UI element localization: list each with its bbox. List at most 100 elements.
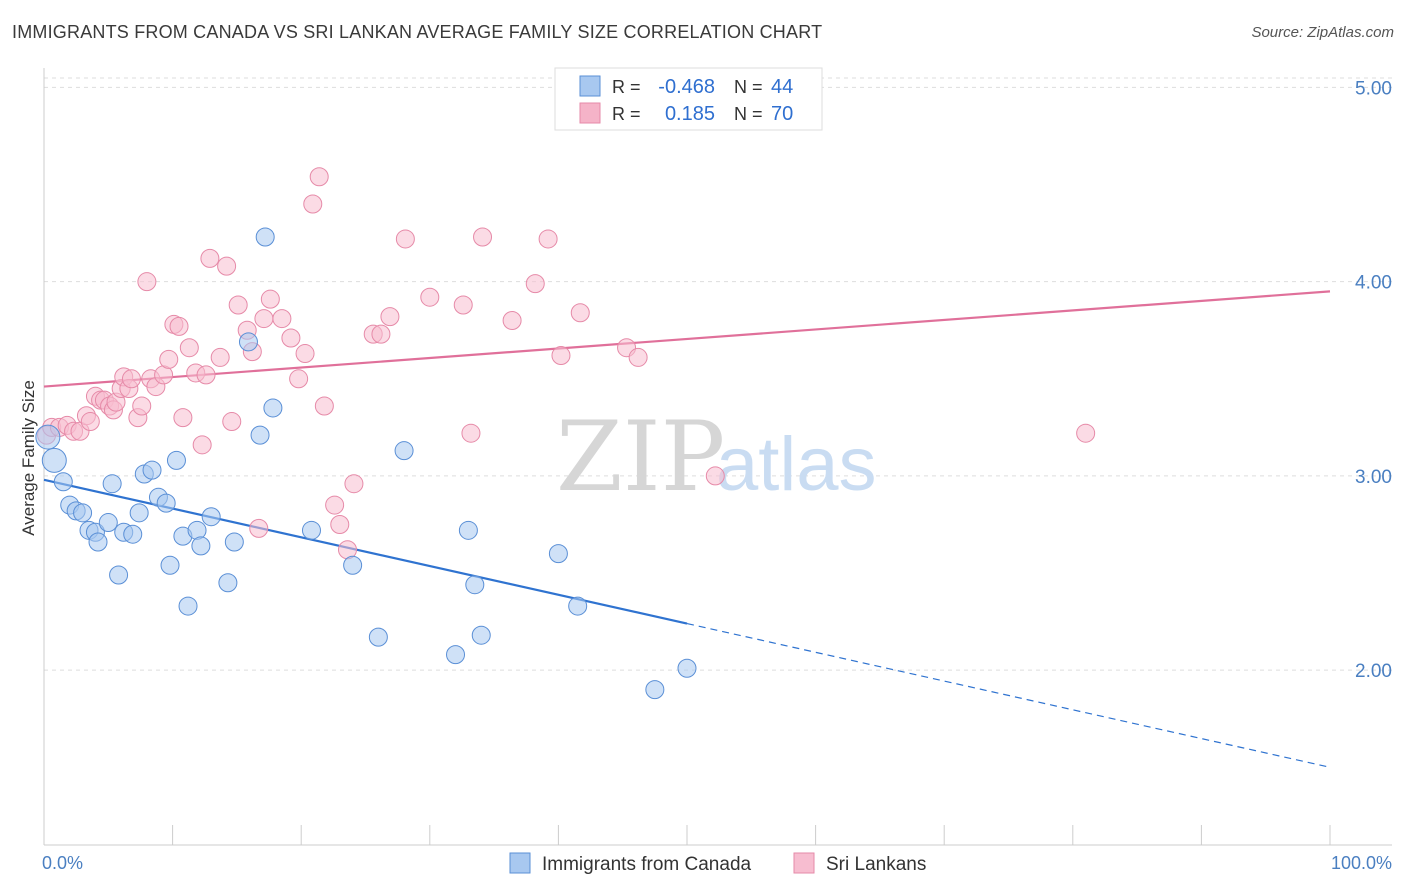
point-canada-25 — [201, 507, 221, 527]
trend-line-sri-lankans — [43, 290, 1331, 388]
y-axis-label: Average Family Size — [19, 380, 38, 536]
point-sri-lankans-33 — [210, 347, 230, 367]
point-canada-13 — [123, 524, 143, 544]
point-sri-lankans-45 — [295, 344, 315, 364]
stats-legend: R = -0.468 N = 44 R = 0.185 N = 70 — [554, 67, 823, 131]
chart-title: IMMIGRANTS FROM CANADA VS SRI LANKAN AVE… — [12, 22, 823, 42]
point-canada-28 — [238, 332, 258, 352]
legend-swatch-sri-lankans — [579, 102, 601, 124]
point-sri-lankans-59 — [461, 423, 481, 443]
point-sri-lankans-40 — [254, 309, 274, 329]
point-sri-lankans-27 — [173, 408, 193, 428]
point-sri-lankans-26 — [169, 316, 189, 336]
point-canada-37 — [458, 520, 478, 540]
series-legend-label-canada: Immigrants from Canada — [542, 854, 752, 875]
point-sri-lankans-43 — [281, 328, 301, 348]
point-canada-29 — [250, 425, 270, 445]
legend-n-label-sri-lankans: N = — [734, 104, 763, 124]
point-canada-31 — [263, 398, 283, 418]
point-sri-lankans-62 — [525, 274, 545, 294]
point-sri-lankans-69 — [1076, 423, 1096, 443]
point-sri-lankans-30 — [192, 435, 212, 455]
point-sri-lankans-35 — [222, 412, 242, 432]
legend-swatch-canada — [579, 75, 601, 97]
source-credit: Source: ZipAtlas.com — [1251, 24, 1394, 41]
legend-r-label-canada: R = — [612, 77, 641, 97]
point-canada-32 — [301, 520, 321, 540]
point-sri-lankans-20 — [137, 272, 157, 292]
point-sri-lankans-54 — [371, 324, 391, 344]
legend-r-label-sri-lankans: R = — [612, 104, 641, 124]
series-legend-label-sri-lankans: Sri Lankans — [826, 854, 926, 875]
point-sri-lankans-64 — [551, 345, 571, 365]
trend-lines — [43, 290, 1331, 768]
point-canada-1 — [41, 447, 67, 473]
point-canada-2 — [53, 472, 73, 492]
point-sri-lankans-48 — [314, 396, 334, 416]
point-canada-19 — [160, 555, 180, 575]
point-sri-lankans-52 — [344, 474, 364, 494]
y-tick-label-1: 3.00 — [1355, 467, 1392, 488]
point-canada-23 — [187, 520, 207, 540]
point-sri-lankans-19 — [132, 396, 152, 416]
point-canada-22 — [178, 596, 198, 616]
legend-n-value-sri-lankans: 70 — [771, 103, 793, 125]
point-canada-10 — [102, 474, 122, 494]
point-canada-20 — [166, 450, 186, 470]
point-sri-lankans-24 — [159, 349, 179, 369]
series-legend-swatch-canada — [509, 852, 531, 874]
point-sri-lankans-56 — [395, 229, 415, 249]
legend-n-label-canada: N = — [734, 77, 763, 97]
trend-line-canada-extrapolated — [686, 622, 1331, 768]
point-canada-41 — [568, 596, 588, 616]
point-canada-39 — [471, 625, 491, 645]
watermark-zip: ZIP — [556, 401, 725, 513]
legend-n-value-canada: 44 — [771, 76, 793, 98]
gridlines — [44, 77, 1392, 671]
point-sri-lankans-60 — [473, 227, 493, 247]
point-canada-24 — [191, 536, 211, 556]
point-canada-18 — [156, 493, 176, 513]
point-canada-11 — [109, 565, 129, 585]
point-sri-lankans-61 — [502, 311, 522, 331]
y-tick-labels: 2.00 3.00 4.00 5.00 — [1355, 78, 1392, 682]
point-sri-lankans-57 — [420, 287, 440, 307]
series-legend-swatch-sri-lankans — [793, 852, 815, 874]
x-tick-label-max: 100.0% — [1331, 853, 1392, 873]
point-sri-lankans-42 — [272, 309, 292, 329]
point-canada-30 — [255, 227, 275, 247]
point-sri-lankans-32 — [200, 248, 220, 268]
point-canada-0 — [35, 424, 61, 450]
y-tick-label-2: 4.00 — [1355, 273, 1392, 294]
point-canada-8 — [88, 532, 108, 552]
y-tick-label-0: 2.00 — [1355, 661, 1392, 682]
series-legend: Immigrants from Canada Sri Lankans — [509, 852, 926, 875]
x-tick-label-min: 0.0% — [42, 853, 83, 873]
point-canada-27 — [224, 532, 244, 552]
point-sri-lankans-67 — [628, 347, 648, 367]
point-canada-43 — [677, 658, 697, 678]
series-canada-points — [35, 227, 697, 700]
point-sri-lankans-68 — [705, 466, 725, 486]
point-canada-36 — [446, 645, 466, 665]
point-sri-lankans-28 — [179, 338, 199, 358]
point-sri-lankans-55 — [380, 307, 400, 327]
point-sri-lankans-31 — [196, 365, 216, 385]
point-sri-lankans-41 — [260, 289, 280, 309]
watermark: ZIP atlas — [556, 401, 877, 513]
point-sri-lankans-49 — [325, 495, 345, 515]
watermark-atlas: atlas — [716, 422, 877, 507]
point-sri-lankans-58 — [453, 295, 473, 315]
legend-r-value-sri-lankans: 0.185 — [665, 103, 715, 125]
point-canada-14 — [129, 503, 149, 523]
point-canada-5 — [73, 503, 93, 523]
point-canada-9 — [98, 513, 118, 533]
point-sri-lankans-7 — [80, 412, 100, 432]
point-sri-lankans-46 — [303, 194, 323, 214]
point-canada-42 — [645, 680, 665, 700]
point-sri-lankans-17 — [121, 369, 141, 389]
legend-r-value-canada: -0.468 — [658, 76, 715, 98]
point-sri-lankans-44 — [289, 369, 309, 389]
y-tick-label-3: 5.00 — [1355, 78, 1392, 99]
